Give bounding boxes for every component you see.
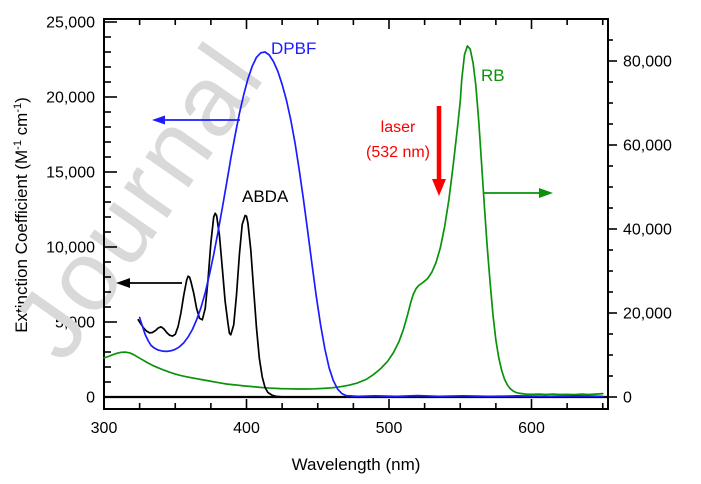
plot-border (103, 18, 609, 410)
y-right-tick-label: 0 (623, 390, 632, 407)
x-tick-label: 300 (91, 420, 118, 437)
y-left-tick-label: 25,000 (46, 15, 95, 32)
y-right-tick-label: 80,000 (623, 54, 672, 71)
abda-axis-arrow-head (116, 278, 130, 288)
y-left-tick-label: 5,000 (55, 315, 95, 332)
y-left-tick-label: 15,000 (46, 165, 95, 182)
rb-axis-arrow-head (539, 188, 553, 198)
laser-annotation-line1: laser (380, 119, 416, 136)
laser-arrow-head (432, 179, 446, 196)
abda-series-label: ABDA (242, 187, 289, 206)
y-right-tick-label: 20,000 (623, 306, 672, 323)
series-line-abda (137, 212, 604, 398)
dpbf-series-label: DPBF (271, 39, 317, 58)
x-tick-label: 400 (233, 420, 260, 437)
laser-annotation-line2: (532 nm) (365, 144, 431, 161)
laser-annotation-label: laser (532 nm) (352, 115, 444, 165)
x-tick-label: 600 (518, 420, 545, 437)
y-axis-title: Extinction Coefficient (M-1 cm-1) (12, 97, 31, 333)
series-line-rb (103, 45, 604, 396)
rb-series-label: RB (481, 66, 505, 85)
y-right-tick-label: 60,000 (623, 138, 672, 155)
y-right-tick-label: 40,000 (623, 222, 672, 239)
x-tick-label: 500 (376, 420, 403, 437)
x-axis-title: Wavelength (nm) (292, 455, 421, 474)
y-left-tick-label: 20,000 (46, 90, 95, 107)
y-left-tick-label: 0 (86, 390, 95, 407)
y-left-tick-label: 10,000 (46, 240, 95, 257)
dpbf-axis-arrow-head (152, 115, 165, 125)
series-line-dpbf (138, 51, 604, 398)
